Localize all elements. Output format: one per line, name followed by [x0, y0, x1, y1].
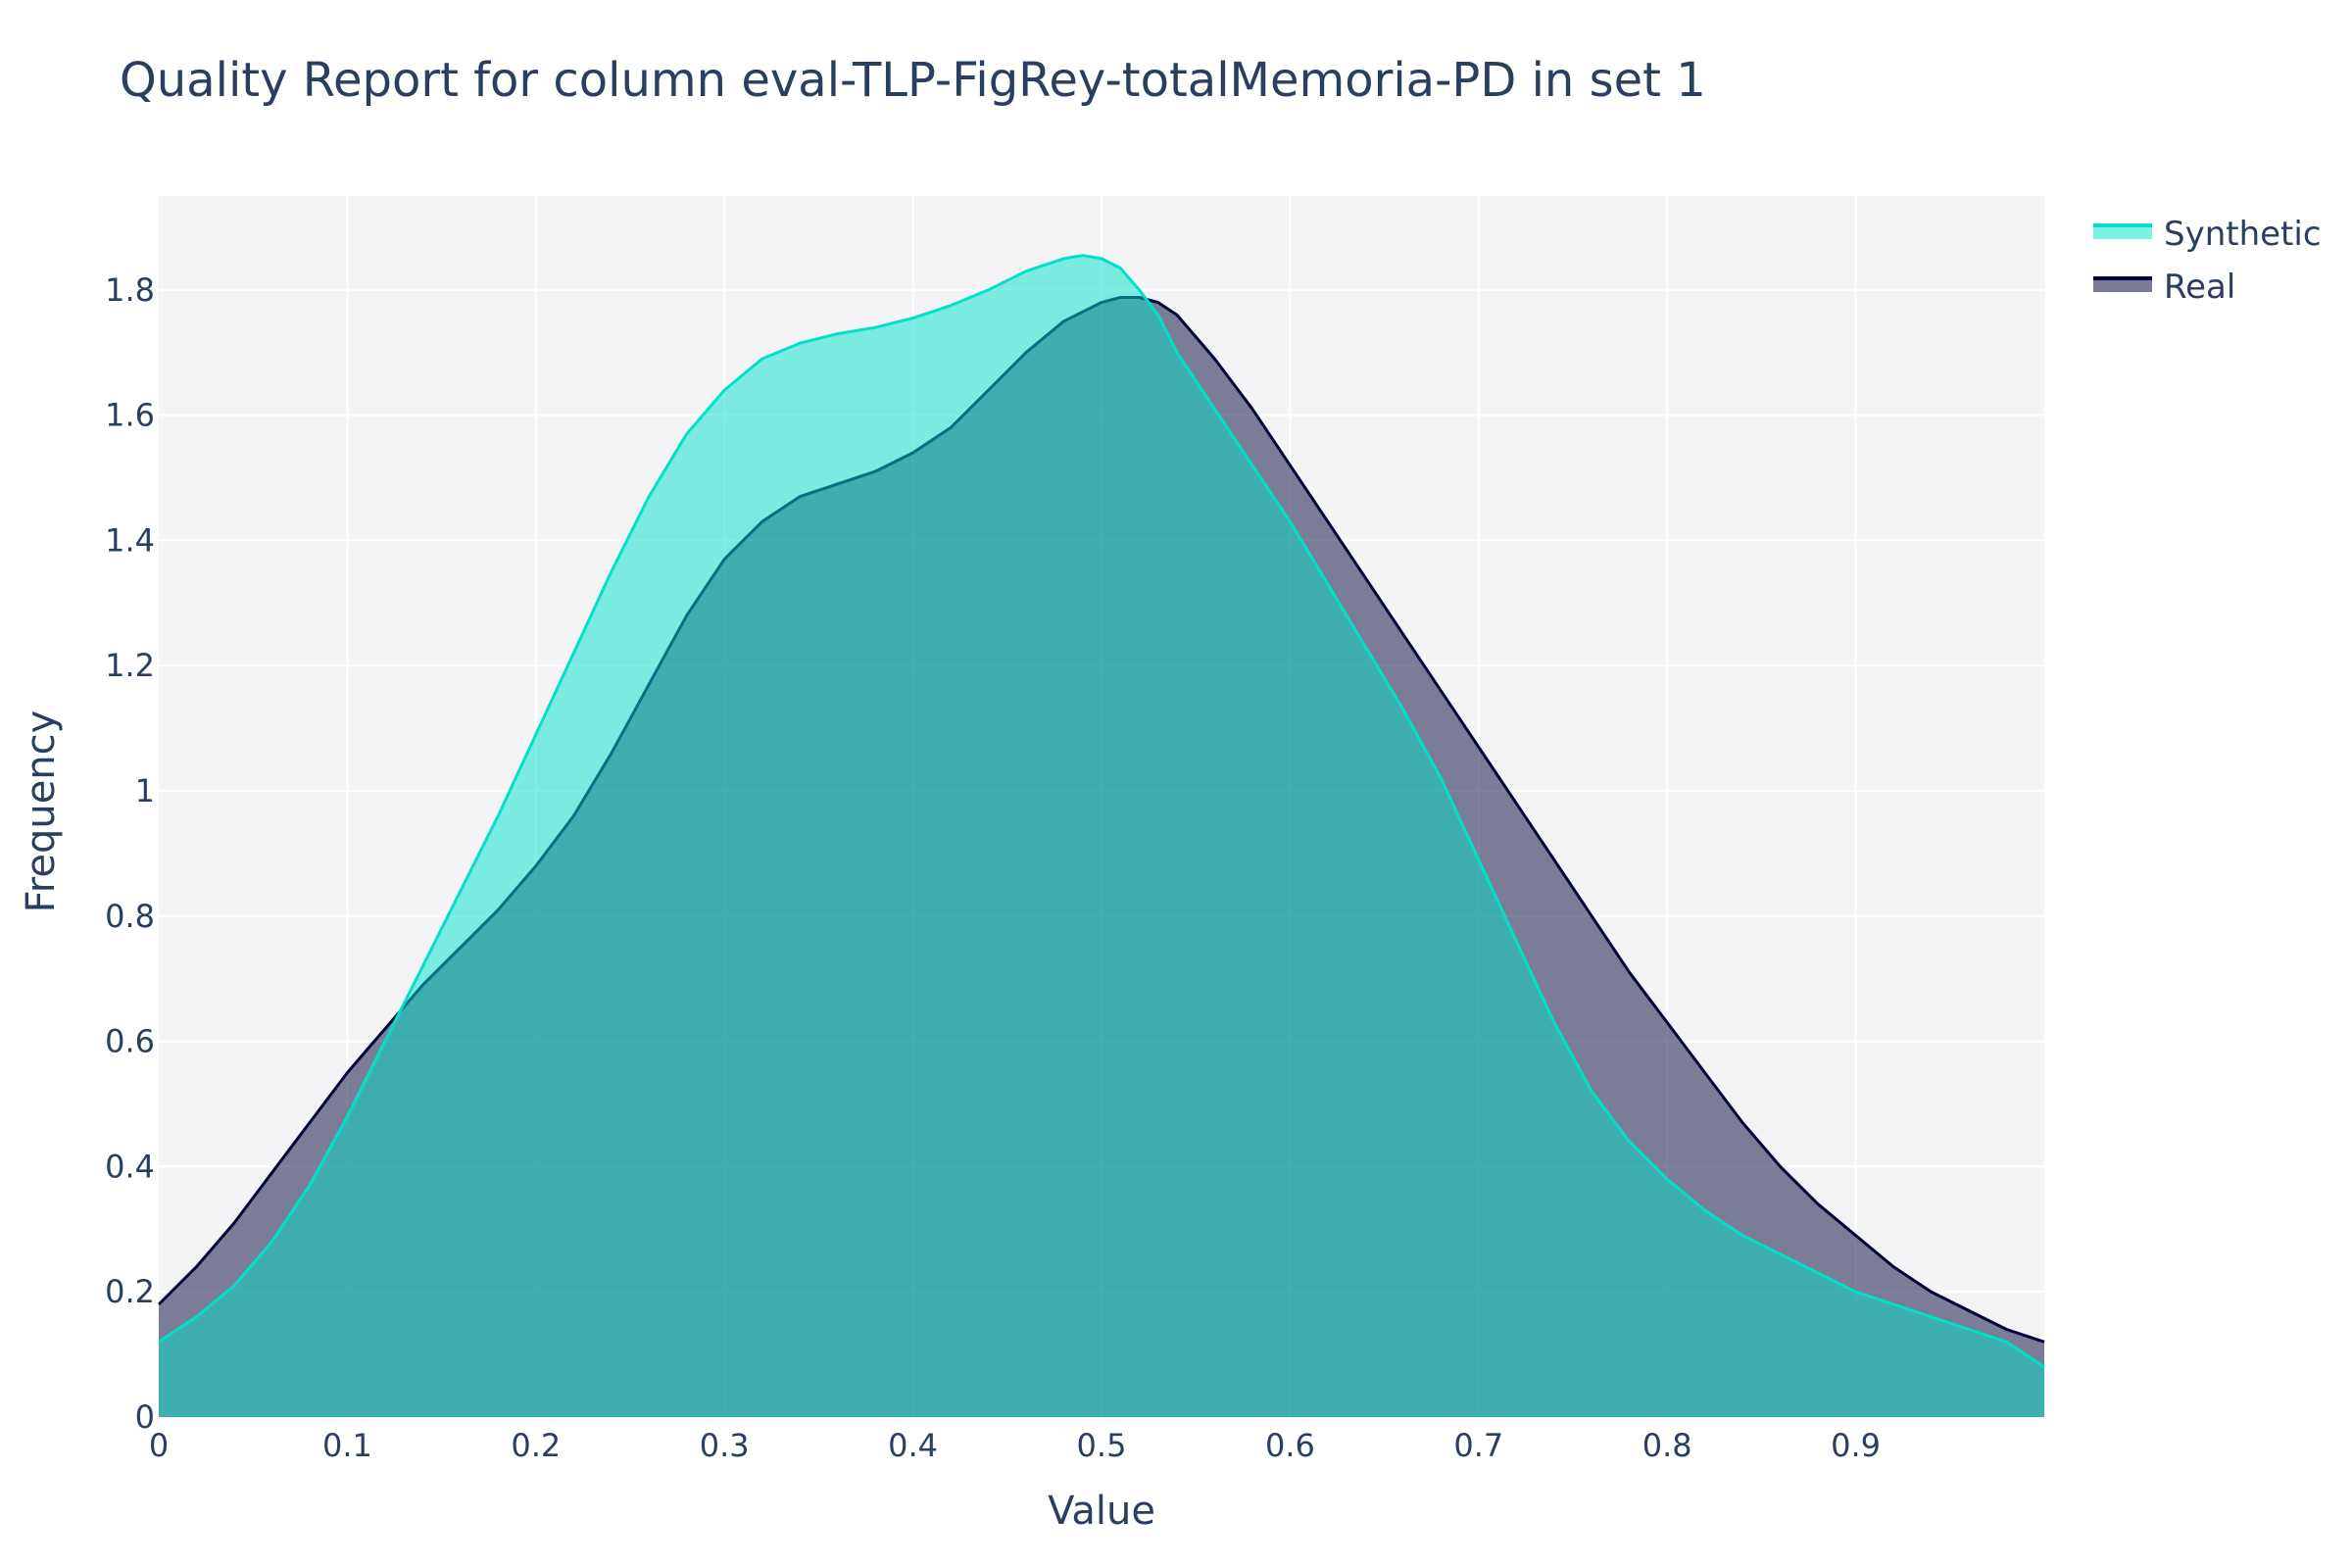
legend-item-synthetic[interactable]: Synthetic [2093, 215, 2322, 254]
x-axis-ticks: 0 0.1 0.2 0.3 0.4 0.5 0.6 0.7 0.8 0.9 [149, 1427, 1881, 1464]
y-axis-ticks: 0 0.2 0.4 0.6 0.8 1 1.2 1.4 1.6 1.8 [105, 271, 155, 1436]
x-axis-title: Value [1048, 1489, 1155, 1534]
y-tick-label: 0.6 [105, 1023, 155, 1060]
y-tick-label: 0 [135, 1398, 155, 1436]
chart-title: Quality Report for column eval-TLP-FigRe… [120, 53, 1706, 108]
x-tick-label: 0.3 [700, 1427, 750, 1464]
series-line-synthetic [158, 254, 2045, 1369]
legend-label-real: Real [2164, 268, 2235, 307]
y-axis-title: Frequency [19, 710, 64, 913]
series-area-synthetic [159, 255, 2044, 1418]
x-tick-label: 0.2 [511, 1427, 561, 1464]
y-tick-label: 1.6 [105, 397, 155, 434]
x-tick-label: 0.5 [1077, 1427, 1127, 1464]
legend[interactable]: Synthetic Real [2093, 215, 2322, 307]
x-tick-label: 0 [149, 1427, 169, 1464]
x-tick-label: 0.6 [1265, 1427, 1315, 1464]
y-tick-label: 0.2 [105, 1273, 155, 1310]
series-layer [157, 254, 2045, 1418]
x-tick-label: 0.9 [1831, 1427, 1881, 1464]
x-tick-label: 0.7 [1453, 1427, 1503, 1464]
x-tick-label: 0.1 [322, 1427, 372, 1464]
y-tick-label: 1.2 [105, 647, 155, 684]
x-tick-label: 0.4 [888, 1427, 938, 1464]
y-tick-label: 1 [135, 772, 155, 809]
y-tick-label: 0.8 [105, 898, 155, 935]
y-tick-label: 0.4 [105, 1148, 155, 1185]
y-tick-label: 1.4 [105, 521, 155, 559]
y-tick-label: 1.8 [105, 271, 155, 309]
x-tick-label: 0.8 [1642, 1427, 1692, 1464]
legend-label-synthetic: Synthetic [2164, 215, 2322, 254]
legend-item-real[interactable]: Real [2093, 268, 2235, 307]
